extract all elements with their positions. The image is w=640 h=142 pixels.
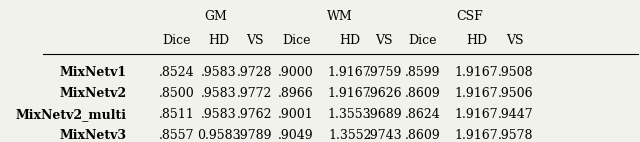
Text: .9583: .9583 [201, 66, 237, 79]
Text: .8524: .8524 [159, 66, 195, 79]
Text: MixNetv1: MixNetv1 [60, 66, 126, 79]
Text: 1.9167: 1.9167 [455, 129, 499, 142]
Text: 1.9167: 1.9167 [455, 108, 499, 121]
Text: 1.3552: 1.3552 [328, 129, 371, 142]
Text: 0.9583: 0.9583 [197, 129, 241, 142]
Text: .9583: .9583 [201, 108, 237, 121]
Text: .8609: .8609 [405, 87, 441, 100]
Text: MixNetv2_multi: MixNetv2_multi [15, 108, 126, 121]
Text: .8624: .8624 [405, 108, 441, 121]
Text: VS: VS [506, 34, 524, 47]
Text: .9762: .9762 [237, 108, 272, 121]
Text: Dice: Dice [282, 34, 310, 47]
Text: 1.9167: 1.9167 [328, 66, 372, 79]
Text: HD: HD [339, 34, 360, 47]
Text: 1.9167: 1.9167 [455, 66, 499, 79]
Text: 1.9167: 1.9167 [455, 87, 499, 100]
Text: VS: VS [376, 34, 393, 47]
Text: .9626: .9626 [367, 87, 402, 100]
Text: .9001: .9001 [278, 108, 314, 121]
Text: HD: HD [466, 34, 487, 47]
Text: .9689: .9689 [367, 108, 402, 121]
Text: .8966: .8966 [278, 87, 314, 100]
Text: .9743: .9743 [367, 129, 402, 142]
Text: .9447: .9447 [497, 108, 533, 121]
Text: WM: WM [327, 10, 353, 23]
Text: GM: GM [204, 10, 227, 23]
Text: .8557: .8557 [159, 129, 195, 142]
Text: .8609: .8609 [405, 129, 441, 142]
Text: .9772: .9772 [237, 87, 272, 100]
Text: .8599: .8599 [405, 66, 441, 79]
Text: Dice: Dice [409, 34, 437, 47]
Text: HD: HD [208, 34, 229, 47]
Text: .9728: .9728 [237, 66, 272, 79]
Text: .9049: .9049 [278, 129, 314, 142]
Text: .9759: .9759 [367, 66, 402, 79]
Text: CSF: CSF [456, 10, 483, 23]
Text: Dice: Dice [163, 34, 191, 47]
Text: VS: VS [246, 34, 263, 47]
Text: .9578: .9578 [497, 129, 533, 142]
Text: .9506: .9506 [497, 87, 533, 100]
Text: MixNetv3: MixNetv3 [60, 129, 126, 142]
Text: MixNetv2: MixNetv2 [60, 87, 126, 100]
Text: 1.3553: 1.3553 [328, 108, 372, 121]
Text: .8511: .8511 [159, 108, 195, 121]
Text: .9583: .9583 [201, 87, 237, 100]
Text: .9789: .9789 [237, 129, 272, 142]
Text: 1.9167: 1.9167 [328, 87, 372, 100]
Text: .8500: .8500 [159, 87, 195, 100]
Text: .9000: .9000 [278, 66, 314, 79]
Text: .9508: .9508 [497, 66, 533, 79]
